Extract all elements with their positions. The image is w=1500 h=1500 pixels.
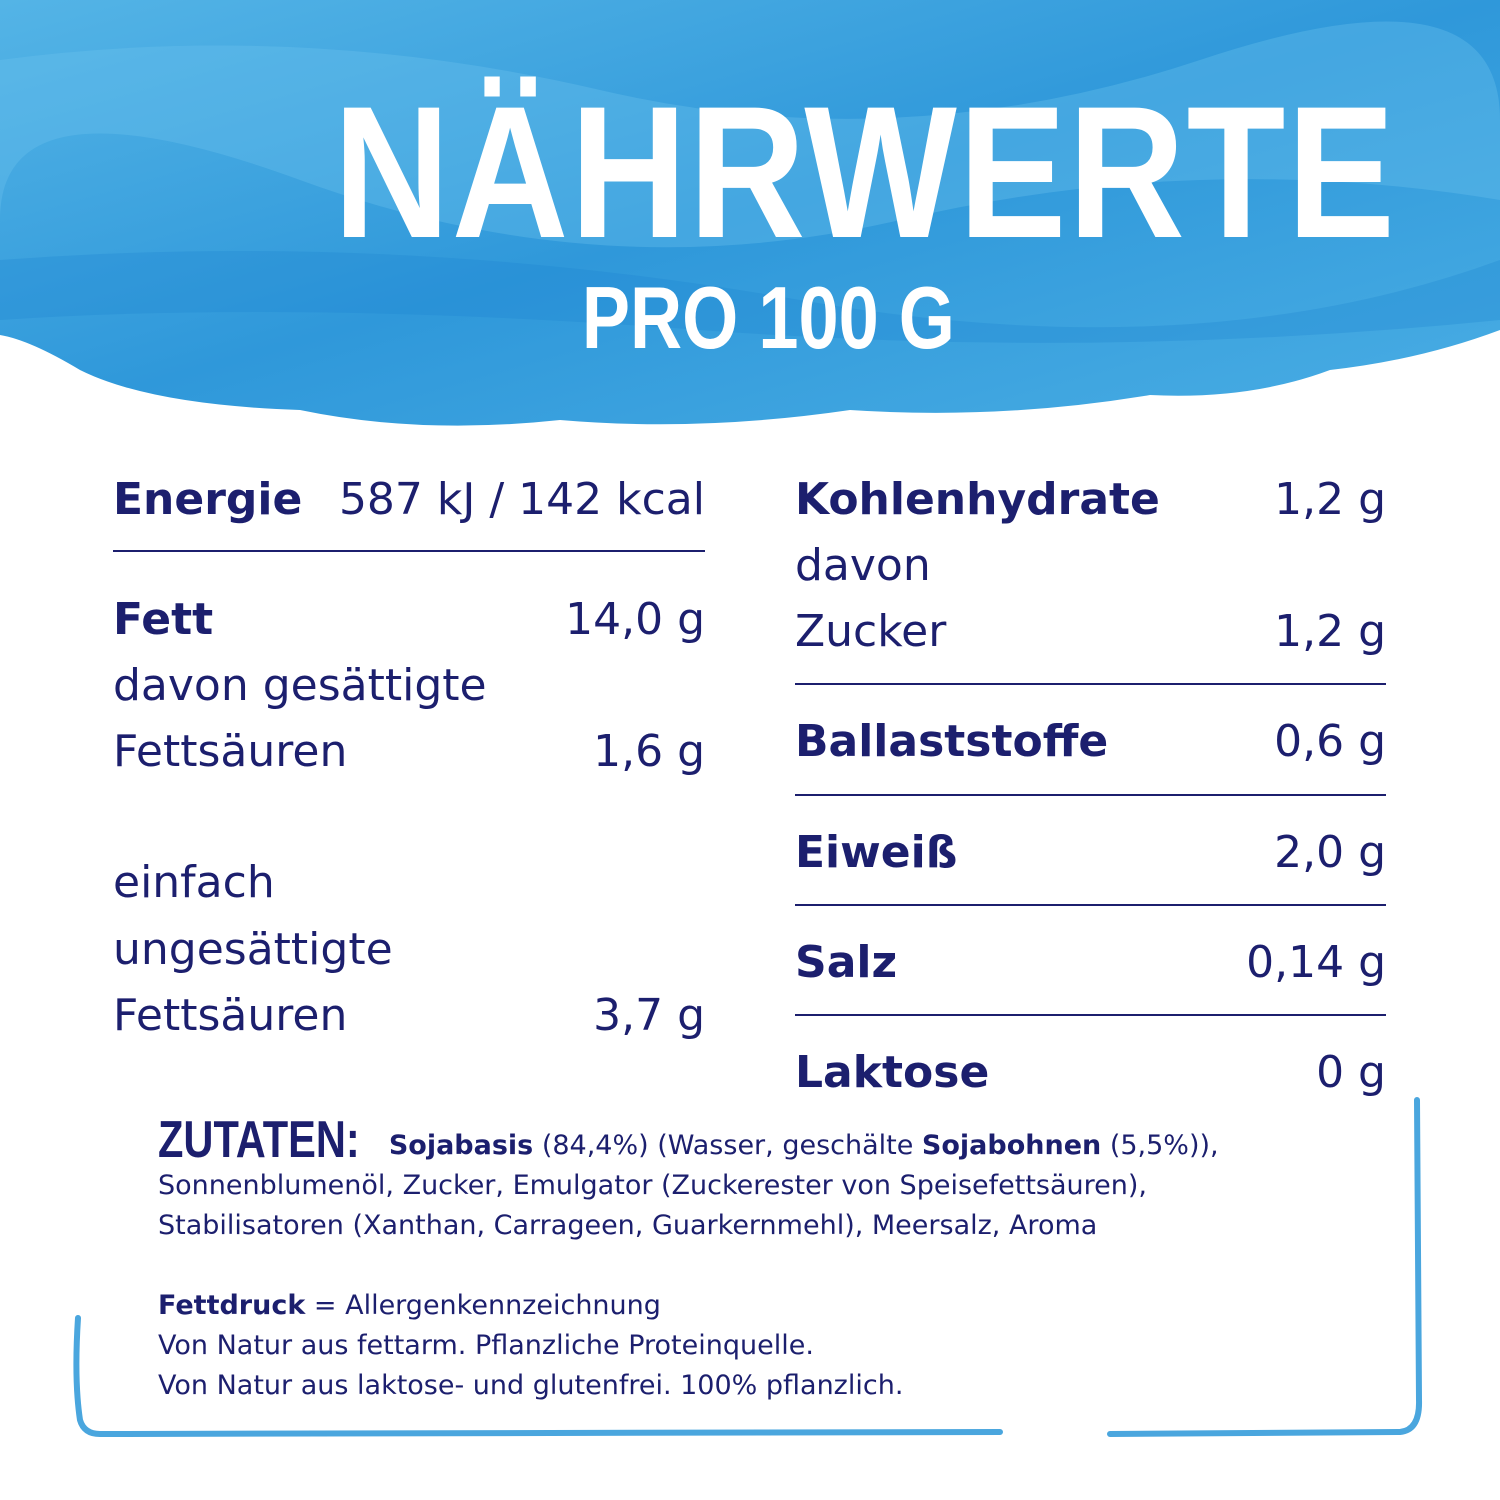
page-subtitle: PRO 100 G [581,268,955,367]
ingredients-text: (5,5%)), [1101,1130,1219,1161]
label-laktose: Laktose [795,1047,990,1098]
allergen-legend: Fettdruck = Allergenkennzeichnung [158,1286,1258,1326]
allergen-sojabasis: Sojabasis [388,1130,534,1161]
value-eiweiss: 2,0 g [1274,827,1386,878]
legend-text: = Allergenkennzeichnung [305,1290,661,1321]
label-fettsaeuren-2: Fettsäuren [113,990,348,1041]
row-ballaststoffe: Ballaststoffe 0,6 g [795,709,1386,775]
row-eiweiss: Eiweiß 2,0 g [795,820,1386,886]
ingredients-line-2: Sonnenblumenöl, Zucker, Emulgator (Zucke… [158,1170,1147,1201]
note-1: Von Natur aus fettarm. Pflanzliche Prote… [158,1330,814,1361]
label-fettsaeuren: Fettsäuren [113,726,348,777]
divider [113,550,705,552]
row-einfach: Fettsäuren 3,7 g [113,983,705,1049]
ingredients-line-1: ZUTATEN: Sojabasis (84,4%) (Wasser, gesc… [158,1111,1258,1169]
value-salz: 0,14 g [1246,937,1386,988]
row-einfach-2: ungesättigte [113,917,705,983]
ingredients-section: ZUTATEN: Sojabasis (84,4%) (Wasser, gesc… [158,1111,1258,1406]
legend-bold: Fettdruck [158,1290,306,1321]
label-davon: davon [795,540,931,591]
value-kohlenhydrate: 1,2 g [1274,474,1386,525]
label-zucker: Zucker [795,606,947,657]
watercolor-header-background [0,0,1500,426]
ingredients-text: (84,4%) (Wasser, geschälte [533,1130,922,1161]
value-ballaststoffe: 0,6 g [1274,716,1386,767]
label-energie: Energie [113,474,303,525]
label-einfach: einfach [113,857,275,908]
note-2: Von Natur aus laktose- und glutenfrei. 1… [158,1370,904,1401]
label-salz: Salz [795,937,898,988]
label-ballaststoffe: Ballaststoffe [795,716,1109,767]
row-fett: Fett 14,0 g [113,587,705,653]
value-gesaettigte: 1,6 g [593,726,705,777]
label-gesaettigte: davon gesättigte [113,660,487,711]
ingredients-line-3: Stabilisatoren (Xanthan, Carrageen, Guar… [158,1210,1098,1241]
row-gesaettigte: Fettsäuren 1,6 g [113,719,705,785]
divider [795,794,1386,796]
row-kohlenhydrate: Kohlenhydrate 1,2 g [795,467,1386,533]
row-salz: Salz 0,14 g [795,930,1386,996]
label-ungesaettigte: ungesättigte [113,924,393,975]
row-energie: Energie 587 kJ / 142 kcal [113,467,705,533]
value-zucker: 1,2 g [1274,606,1386,657]
row-laktose: Laktose 0 g [795,1040,1386,1106]
divider [795,683,1386,685]
divider [795,1014,1386,1016]
value-energie: 587 kJ / 142 kcal [338,474,705,525]
row-zucker: Zucker 1,2 g [795,599,1386,665]
row-einfach-1: einfach [113,850,705,916]
allergen-sojabohnen: Sojabohnen [921,1130,1102,1161]
label-eiweiss: Eiweiß [795,827,958,878]
value-einfach: 3,7 g [593,990,705,1041]
ingredients-heading: ZUTATEN: [158,1111,360,1169]
row-gesaettigte-label: davon gesättigte [113,653,705,719]
label-fett: Fett [113,594,214,645]
value-laktose: 0 g [1316,1047,1386,1098]
divider [795,904,1386,906]
value-fett: 14,0 g [565,594,705,645]
label-kohlenhydrate: Kohlenhydrate [795,474,1160,525]
row-davon: davon [795,533,1386,599]
